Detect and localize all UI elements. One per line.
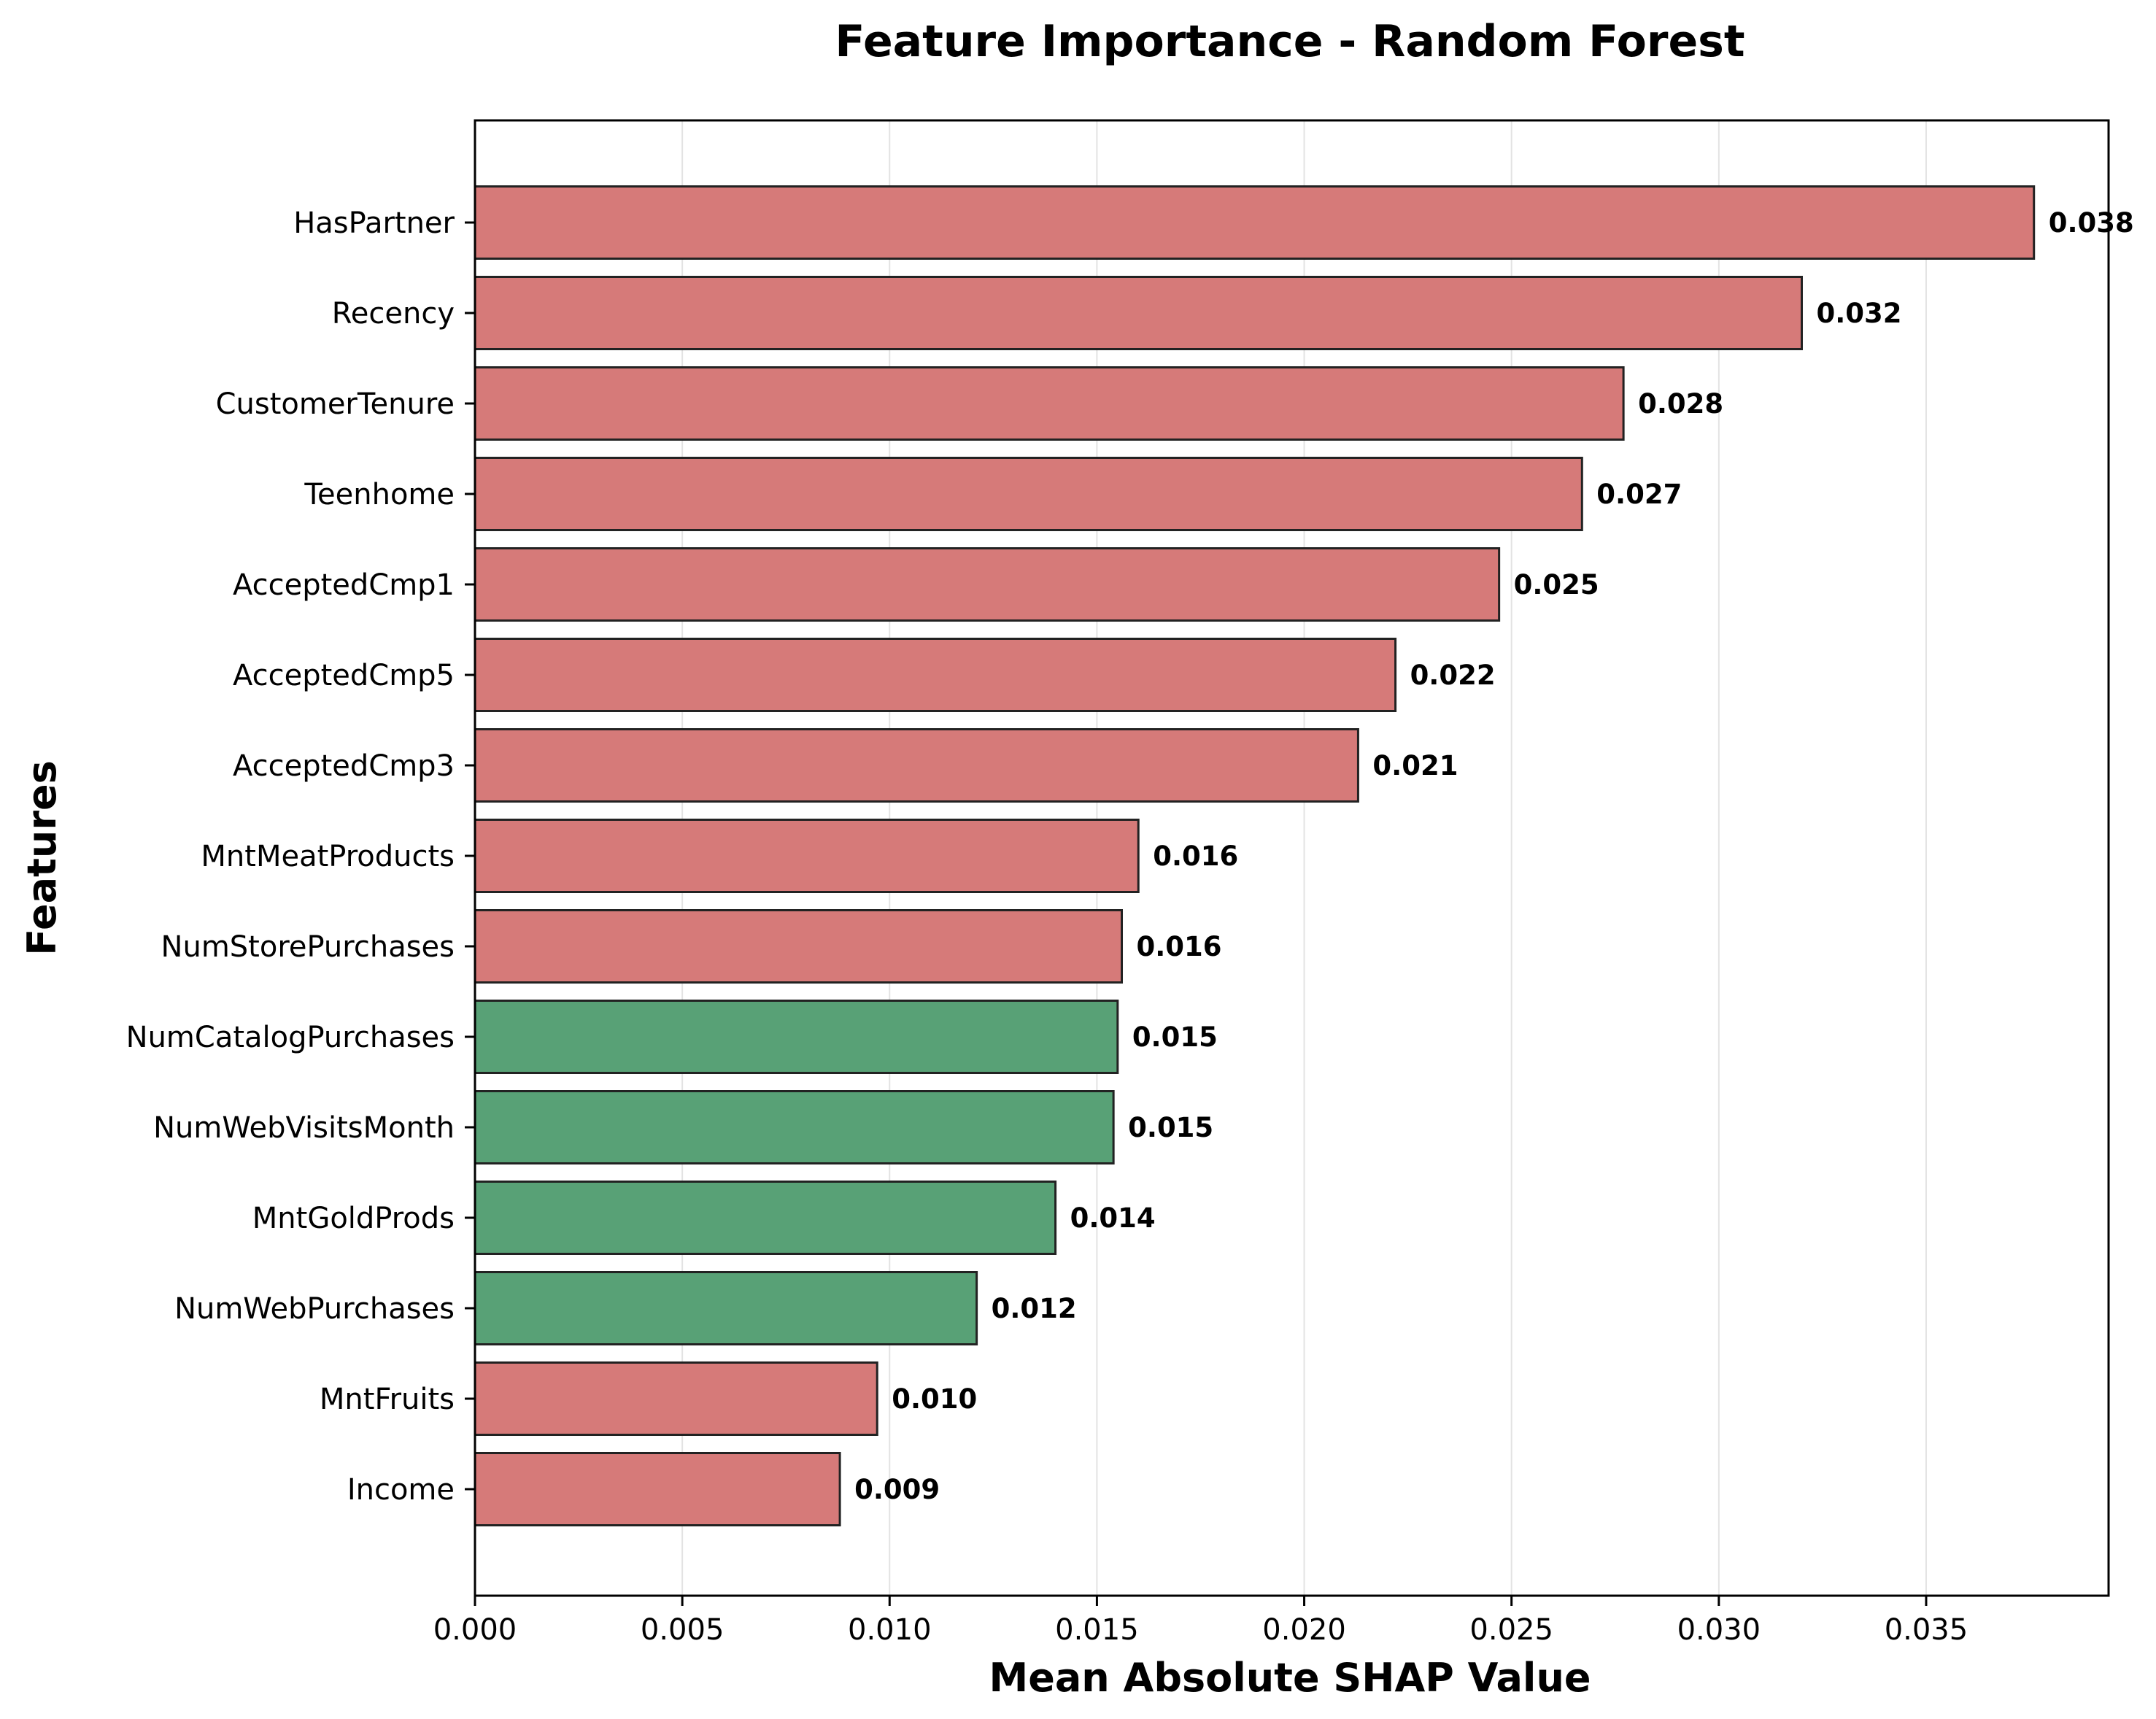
data-label: 0.025	[1514, 569, 1599, 600]
data-label: 0.016	[1153, 841, 1238, 872]
data-label: 0.022	[1410, 660, 1496, 691]
y-tick-label: AcceptedCmp3	[233, 749, 455, 783]
y-axis-label: Features	[19, 760, 65, 955]
y-axis: HasPartner Recency CustomerTenure Teenhome A…	[126, 206, 475, 1507]
y-tick-label: NumStorePurchases	[161, 930, 455, 964]
y-tick-label: Recency	[332, 297, 455, 331]
data-label: 0.014	[1070, 1202, 1156, 1234]
x-tick-label: 0.015	[1055, 1613, 1139, 1647]
data-label: 0.027	[1596, 479, 1682, 510]
data-label: 0.038	[2049, 207, 2134, 239]
x-tick-label: 0.020	[1262, 1613, 1346, 1647]
bar-NumWebPurchases	[474, 1271, 978, 1345]
bar-AcceptedCmp5	[474, 638, 1397, 712]
data-label: 0.028	[1638, 388, 1723, 420]
y-tick-label: NumCatalogPurchases	[126, 1021, 455, 1054]
data-label: 0.015	[1128, 1112, 1213, 1143]
bar-NumStorePurchases	[474, 909, 1124, 984]
x-tick-label: 0.030	[1677, 1613, 1761, 1647]
y-tick-label: HasPartner	[293, 206, 455, 240]
chart-title: Feature Importance - Random Forest	[835, 16, 1744, 67]
bar-AcceptedCmp3	[474, 728, 1359, 803]
y-tick-label: Teenhome	[304, 478, 455, 511]
y-tick-label: AcceptedCmp1	[233, 568, 455, 602]
data-label: 0.032	[1816, 298, 1901, 329]
bar-NumWebVisitsMonth	[474, 1090, 1115, 1164]
data-label: 0.016	[1137, 931, 1222, 962]
x-tick-label: 0.000	[433, 1613, 517, 1647]
x-tick-label: 0.035	[1885, 1613, 1968, 1647]
bar-MntGoldProds	[474, 1181, 1057, 1255]
x-axis-label: Mean Absolute SHAP Value	[989, 1655, 1591, 1701]
y-tick-label: Income	[347, 1473, 455, 1507]
bar-MntFruits	[474, 1361, 878, 1436]
label-layer: 0.038 0.032 0.028 0.027 0.025 0.022 0.021 0.016…	[854, 207, 2134, 1505]
x-tick-label: 0.025	[1469, 1613, 1553, 1647]
data-label: 0.015	[1132, 1021, 1218, 1053]
bar-Recency	[474, 276, 1803, 350]
x-axis: 0.000 0.005 0.010 0.015 0.020 0.025 0.030 0.035	[433, 1596, 1968, 1647]
data-label: 0.009	[854, 1474, 940, 1505]
bar-NumCatalogPurchases	[474, 1000, 1119, 1074]
plot-frame	[474, 119, 2110, 1597]
x-tick-label: 0.010	[848, 1613, 932, 1647]
bar-Income	[474, 1452, 841, 1526]
bar-AcceptedCmp1	[474, 547, 1501, 622]
data-label: 0.021	[1372, 750, 1458, 781]
y-tick-label: AcceptedCmp5	[233, 659, 455, 692]
y-tick-label: MntFruits	[320, 1383, 455, 1416]
bar-MntMeatProducts	[474, 819, 1140, 893]
bar-Teenhome	[474, 457, 1583, 531]
y-tick-label: MntGoldProds	[252, 1202, 455, 1235]
bar-HasPartner	[474, 185, 2036, 260]
y-tick-label: NumWebVisitsMonth	[153, 1111, 455, 1145]
data-label: 0.010	[892, 1383, 977, 1415]
y-tick-label: NumWebPurchases	[174, 1292, 455, 1326]
bar-CustomerTenure	[474, 366, 1625, 441]
y-tick-label: MntMeatProducts	[201, 840, 455, 873]
data-label: 0.012	[992, 1293, 1077, 1324]
x-tick-label: 0.005	[641, 1613, 725, 1647]
y-tick-label: CustomerTenure	[216, 387, 455, 421]
